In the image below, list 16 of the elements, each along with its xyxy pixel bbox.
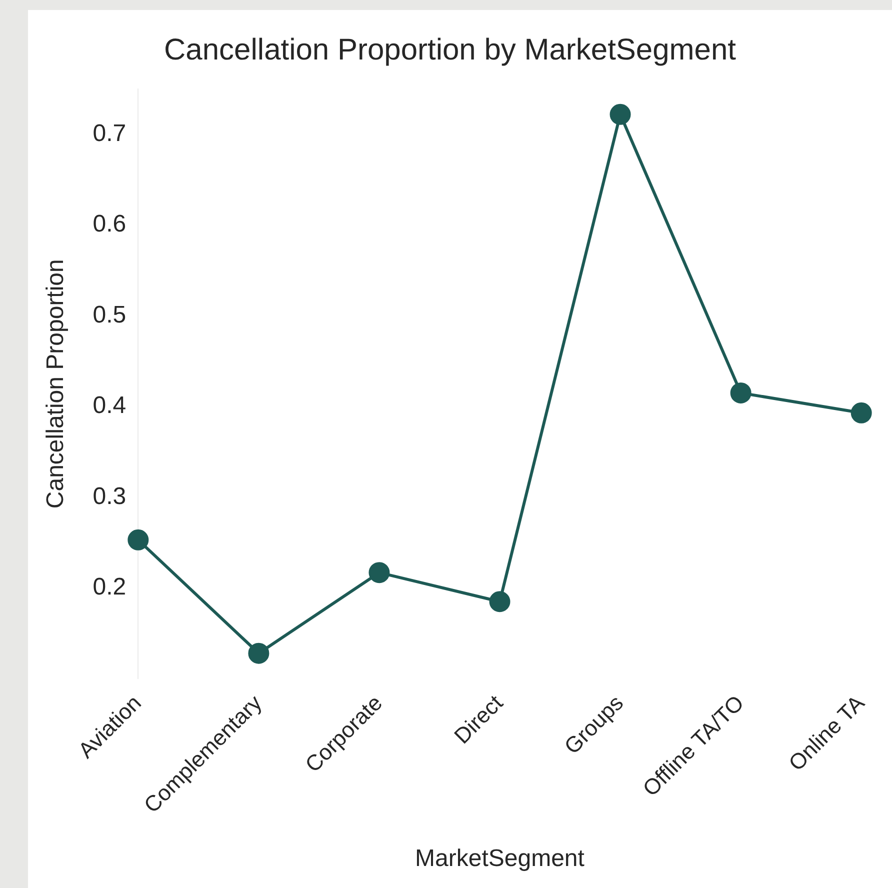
point xyxy=(489,591,510,612)
y-tick-label: 0.2 xyxy=(92,574,126,601)
y-tick-label: 0.6 xyxy=(92,210,126,238)
y-axis-title: Cancellation Proportion xyxy=(42,259,70,509)
point xyxy=(368,562,390,584)
point xyxy=(128,529,149,550)
y-tick-label: 0.7 xyxy=(92,120,126,147)
x-axis-title: MarketSegment xyxy=(415,845,585,872)
point xyxy=(248,642,270,664)
point xyxy=(850,402,872,424)
y-tick-label: 0.4 xyxy=(92,392,126,420)
y-tick-label: 0.3 xyxy=(92,482,126,510)
point xyxy=(730,382,752,404)
chart-title: Cancellation Proportion by MarketSegment xyxy=(164,33,737,66)
point xyxy=(610,104,631,125)
y-tick-label: 0.5 xyxy=(92,301,126,328)
